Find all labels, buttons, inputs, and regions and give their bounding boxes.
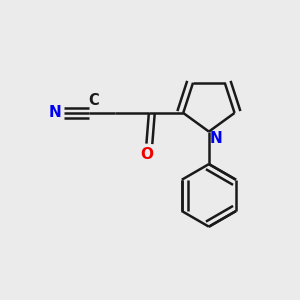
Text: N: N	[209, 131, 222, 146]
Text: O: O	[140, 146, 153, 161]
Text: N: N	[48, 105, 61, 120]
Text: C: C	[88, 93, 99, 108]
